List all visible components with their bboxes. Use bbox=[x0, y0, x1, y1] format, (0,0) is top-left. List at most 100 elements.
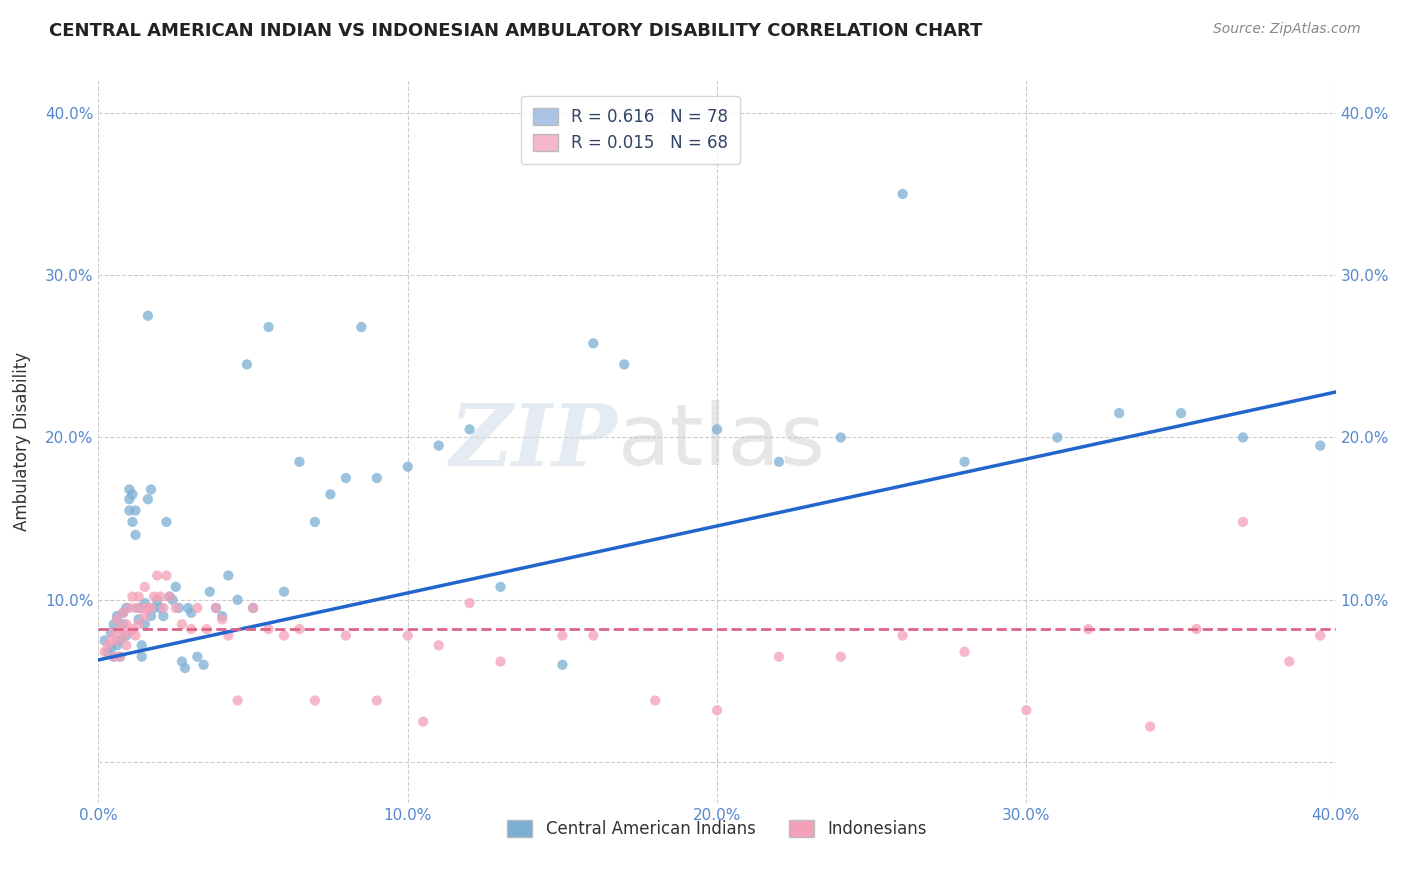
Point bbox=[396, 629, 419, 643]
Point bbox=[100, 633, 122, 648]
Point bbox=[93, 633, 115, 648]
Point bbox=[115, 617, 138, 632]
Point bbox=[121, 515, 143, 529]
Point bbox=[217, 629, 239, 643]
Point bbox=[108, 633, 131, 648]
Point bbox=[1139, 719, 1161, 733]
Point bbox=[134, 617, 156, 632]
Point bbox=[1046, 430, 1069, 444]
Point bbox=[458, 596, 481, 610]
Point bbox=[167, 601, 190, 615]
Point bbox=[193, 657, 215, 672]
Point bbox=[891, 629, 914, 643]
Point bbox=[121, 622, 143, 636]
Point bbox=[139, 609, 162, 624]
Point bbox=[162, 592, 184, 607]
Point bbox=[118, 601, 141, 615]
Point bbox=[304, 515, 326, 529]
Point bbox=[198, 584, 221, 599]
Point bbox=[93, 645, 115, 659]
Point bbox=[165, 601, 187, 615]
Point bbox=[128, 590, 150, 604]
Point bbox=[136, 309, 159, 323]
Point bbox=[186, 601, 208, 615]
Point bbox=[118, 492, 141, 507]
Point bbox=[1185, 622, 1208, 636]
Point bbox=[366, 693, 388, 707]
Text: atlas: atlas bbox=[619, 400, 827, 483]
Point bbox=[128, 617, 150, 632]
Point bbox=[131, 601, 153, 615]
Point bbox=[335, 629, 357, 643]
Point bbox=[226, 592, 249, 607]
Point bbox=[211, 612, 233, 626]
Point bbox=[103, 649, 125, 664]
Point bbox=[174, 661, 197, 675]
Point bbox=[1309, 439, 1331, 453]
Point bbox=[159, 590, 181, 604]
Point bbox=[427, 439, 450, 453]
Point bbox=[100, 625, 122, 640]
Point bbox=[186, 649, 208, 664]
Point bbox=[112, 606, 135, 620]
Point bbox=[242, 601, 264, 615]
Point bbox=[136, 492, 159, 507]
Legend: Central American Indians, Indonesians: Central American Indians, Indonesians bbox=[501, 814, 934, 845]
Point bbox=[396, 459, 419, 474]
Text: Source: ZipAtlas.com: Source: ZipAtlas.com bbox=[1213, 22, 1361, 37]
Point bbox=[891, 186, 914, 201]
Point bbox=[103, 617, 125, 632]
Point bbox=[159, 590, 181, 604]
Point bbox=[319, 487, 342, 501]
Point bbox=[1309, 629, 1331, 643]
Point bbox=[105, 633, 128, 648]
Point bbox=[288, 622, 311, 636]
Point bbox=[458, 422, 481, 436]
Point bbox=[139, 483, 162, 497]
Point bbox=[115, 638, 138, 652]
Point bbox=[1108, 406, 1130, 420]
Point bbox=[236, 358, 259, 372]
Text: ZIP: ZIP bbox=[450, 400, 619, 483]
Text: CENTRAL AMERICAN INDIAN VS INDONESIAN AMBULATORY DISABILITY CORRELATION CHART: CENTRAL AMERICAN INDIAN VS INDONESIAN AM… bbox=[49, 22, 983, 40]
Point bbox=[1278, 655, 1301, 669]
Point bbox=[146, 592, 169, 607]
Point bbox=[1077, 622, 1099, 636]
Point bbox=[177, 601, 200, 615]
Point bbox=[427, 638, 450, 652]
Point bbox=[226, 693, 249, 707]
Point bbox=[128, 601, 150, 615]
Point bbox=[105, 638, 128, 652]
Point bbox=[1232, 515, 1254, 529]
Point bbox=[146, 568, 169, 582]
Point bbox=[124, 601, 146, 615]
Point bbox=[551, 657, 574, 672]
Point bbox=[551, 629, 574, 643]
Point bbox=[1232, 430, 1254, 444]
Point bbox=[131, 638, 153, 652]
Point bbox=[582, 629, 605, 643]
Point bbox=[105, 609, 128, 624]
Point bbox=[155, 515, 177, 529]
Point bbox=[489, 655, 512, 669]
Point bbox=[288, 455, 311, 469]
Point bbox=[350, 320, 373, 334]
Point bbox=[143, 590, 166, 604]
Point bbox=[205, 601, 228, 615]
Point bbox=[108, 622, 131, 636]
Point bbox=[217, 568, 239, 582]
Point bbox=[211, 609, 233, 624]
Point bbox=[152, 601, 174, 615]
Point bbox=[170, 655, 193, 669]
Point bbox=[124, 629, 146, 643]
Point bbox=[100, 641, 122, 656]
Point bbox=[105, 612, 128, 626]
Point bbox=[953, 455, 976, 469]
Point bbox=[112, 606, 135, 620]
Point bbox=[118, 625, 141, 640]
Point bbox=[108, 649, 131, 664]
Point bbox=[412, 714, 434, 729]
Point bbox=[121, 590, 143, 604]
Point bbox=[165, 580, 187, 594]
Point bbox=[242, 601, 264, 615]
